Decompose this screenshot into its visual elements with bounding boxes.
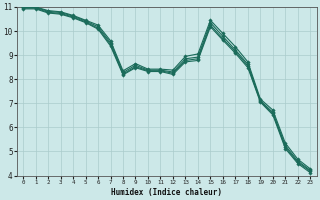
X-axis label: Humidex (Indice chaleur): Humidex (Indice chaleur) (111, 188, 222, 197)
